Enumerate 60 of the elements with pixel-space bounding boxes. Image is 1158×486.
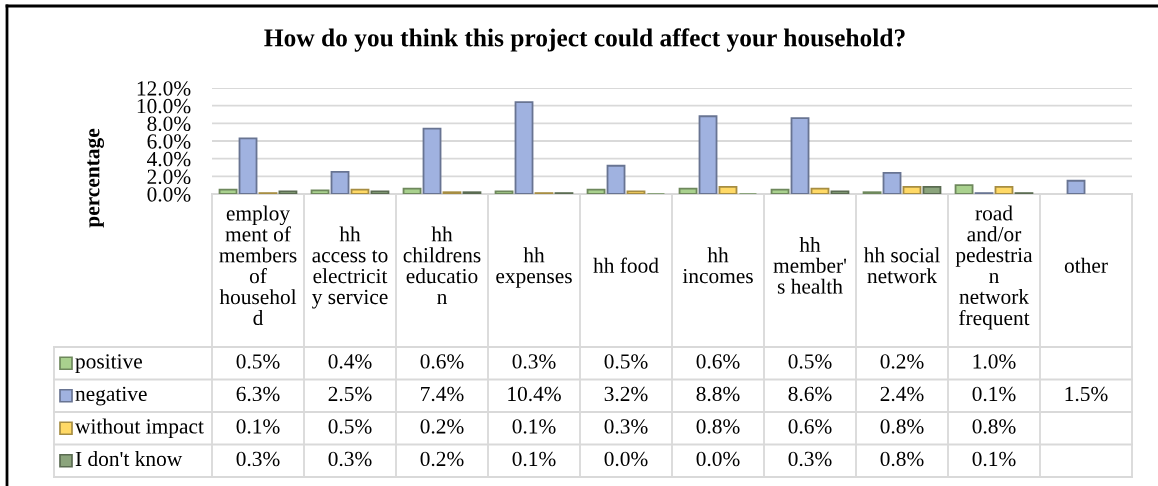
data-label: 6.3% xyxy=(236,386,280,402)
data-label: 0.2% xyxy=(420,419,464,434)
x-tick-label: hh member's health xyxy=(773,236,847,294)
data-label: 0.6% xyxy=(788,419,832,434)
data-label: 0.5% xyxy=(236,354,280,369)
data-label: 8.6% xyxy=(788,386,832,402)
data-label: 0.3% xyxy=(604,419,648,434)
data-label: 0.1% xyxy=(512,419,556,434)
y-tick-label: 2.0% xyxy=(147,169,191,185)
x-tick-label: hh access to electricity service xyxy=(311,226,388,309)
x-tick-label: hh food xyxy=(593,257,659,273)
x-tick-label: hh incomes xyxy=(682,247,753,284)
data-label: 0.2% xyxy=(420,451,464,467)
y-tick-label: 6.0% xyxy=(147,134,191,149)
data-label: 0.5% xyxy=(604,354,648,369)
data-label: 0.0% xyxy=(604,451,648,467)
data-label: 0.8% xyxy=(880,419,924,434)
x-tick-label: hh social network xyxy=(863,247,940,284)
x-tick-label: hh childrens education xyxy=(403,226,481,304)
y-axis-title: percentage xyxy=(87,128,104,228)
y-tick-label: 4.0% xyxy=(147,151,191,167)
chart-title: How do you think this project could affect your household? xyxy=(264,28,905,52)
y-tick-label: 10.0% xyxy=(137,98,191,114)
data-label: 0.3% xyxy=(328,451,372,467)
legend-label: I don't know xyxy=(75,451,183,467)
data-label: 0.6% xyxy=(420,354,464,369)
y-tick-label: 0.0% xyxy=(147,187,191,202)
data-label: 0.2% xyxy=(880,354,924,369)
data-label: 0.0% xyxy=(696,451,740,467)
data-label: 0.8% xyxy=(696,419,740,434)
data-label: 10.4% xyxy=(508,386,561,402)
data-label: 0.4% xyxy=(328,354,372,369)
y-tick-label: 8.0% xyxy=(147,116,191,132)
data-label: 2.5% xyxy=(328,386,372,402)
legend-label: without impact xyxy=(75,418,204,438)
data-label: 1.5% xyxy=(1065,386,1108,402)
x-tick-label: road and/or pedestrian network frequent xyxy=(955,205,1033,330)
data-label: 0.3% xyxy=(236,451,280,467)
data-label: 0.8% xyxy=(880,451,924,467)
data-label: 0.3% xyxy=(512,354,556,369)
data-label: 0.6% xyxy=(696,354,740,369)
data-label: 8.8% xyxy=(696,386,740,402)
data-label: 2.4% xyxy=(880,386,924,402)
legend-label: negative xyxy=(75,386,147,406)
y-tick-label: 12.0% xyxy=(137,81,191,96)
data-label: 0.1% xyxy=(236,419,280,434)
x-tick-label: employment of members of household xyxy=(219,205,297,326)
data-label: 0.3% xyxy=(788,451,832,467)
data-label: 7.4% xyxy=(421,386,464,402)
data-label: 0.1% xyxy=(972,386,1016,402)
data-label: 0.1% xyxy=(972,451,1016,467)
data-label: 0.5% xyxy=(328,419,372,434)
data-label: 3.2% xyxy=(604,386,648,402)
x-tick-label: other xyxy=(1064,257,1108,273)
data-label: 0.1% xyxy=(512,451,556,467)
data-label: 0.5% xyxy=(788,354,832,369)
data-label: 0.8% xyxy=(972,419,1016,434)
legend-label: positive xyxy=(75,354,142,373)
data-label: 1.0% xyxy=(973,354,1016,369)
x-tick-label: hh expenses xyxy=(496,247,572,288)
